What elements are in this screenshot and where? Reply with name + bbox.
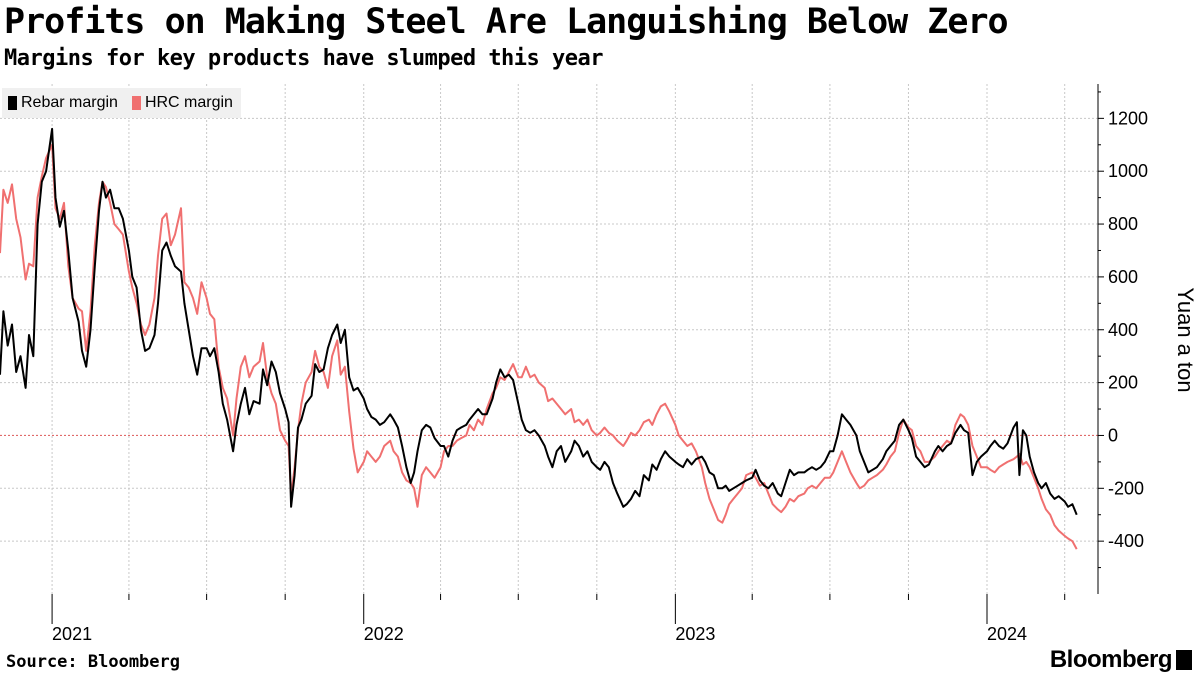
y-tick-label: 600: [1108, 267, 1138, 287]
axis-layer: 1200 1000 800 600 400 200 0 -200 -400 2021 2022 202…: [51, 84, 1198, 644]
legend-swatch-rebar: [8, 96, 17, 110]
line-chart: 1200 1000 800 600 400 200 0 -200 -400 2021 2022 202…: [0, 84, 1198, 644]
y-tick-label: 0: [1108, 425, 1118, 445]
y-tick-label: 1200: [1108, 108, 1148, 128]
brand-logo: Bloomberg: [1050, 646, 1192, 674]
y-tick-label: 1000: [1108, 161, 1148, 181]
y-tick-label: 800: [1108, 214, 1138, 234]
legend-item-rebar: Rebar margin: [8, 94, 118, 112]
series-line-rebar: [0, 127, 1078, 516]
brand-name: Bloomberg: [1049, 646, 1173, 673]
series-layer: [0, 127, 1078, 550]
legend-label-hrc: HRC margin: [144, 94, 233, 111]
grid-layer: [0, 84, 1098, 594]
y-tick-label: -200: [1108, 478, 1144, 498]
chart-subtitle: Margins for key products have slumped th…: [4, 46, 604, 71]
legend-swatch-hrc: [131, 96, 141, 110]
x-year-label: 2022: [364, 624, 404, 644]
source-note: Source: Bloomberg: [6, 652, 180, 672]
y-tick-label: -400: [1108, 531, 1144, 551]
y-tick-label: 400: [1108, 320, 1138, 340]
bloomberg-icon: [1176, 650, 1192, 670]
y-axis-title: Yuan a ton: [1173, 287, 1198, 392]
legend-item-hrc: HRC margin: [131, 94, 233, 112]
x-year-label: 2023: [675, 624, 715, 644]
y-tick-label: 200: [1108, 373, 1138, 393]
x-year-label: 2024: [987, 624, 1027, 644]
chart-title: Profits on Making Steel Are Languishing …: [4, 2, 1009, 42]
x-year-label: 2021: [52, 624, 92, 644]
series-line-hrc: [0, 143, 1078, 550]
legend-label-rebar: Rebar margin: [21, 94, 118, 111]
legend: Rebar margin HRC margin: [2, 88, 241, 118]
